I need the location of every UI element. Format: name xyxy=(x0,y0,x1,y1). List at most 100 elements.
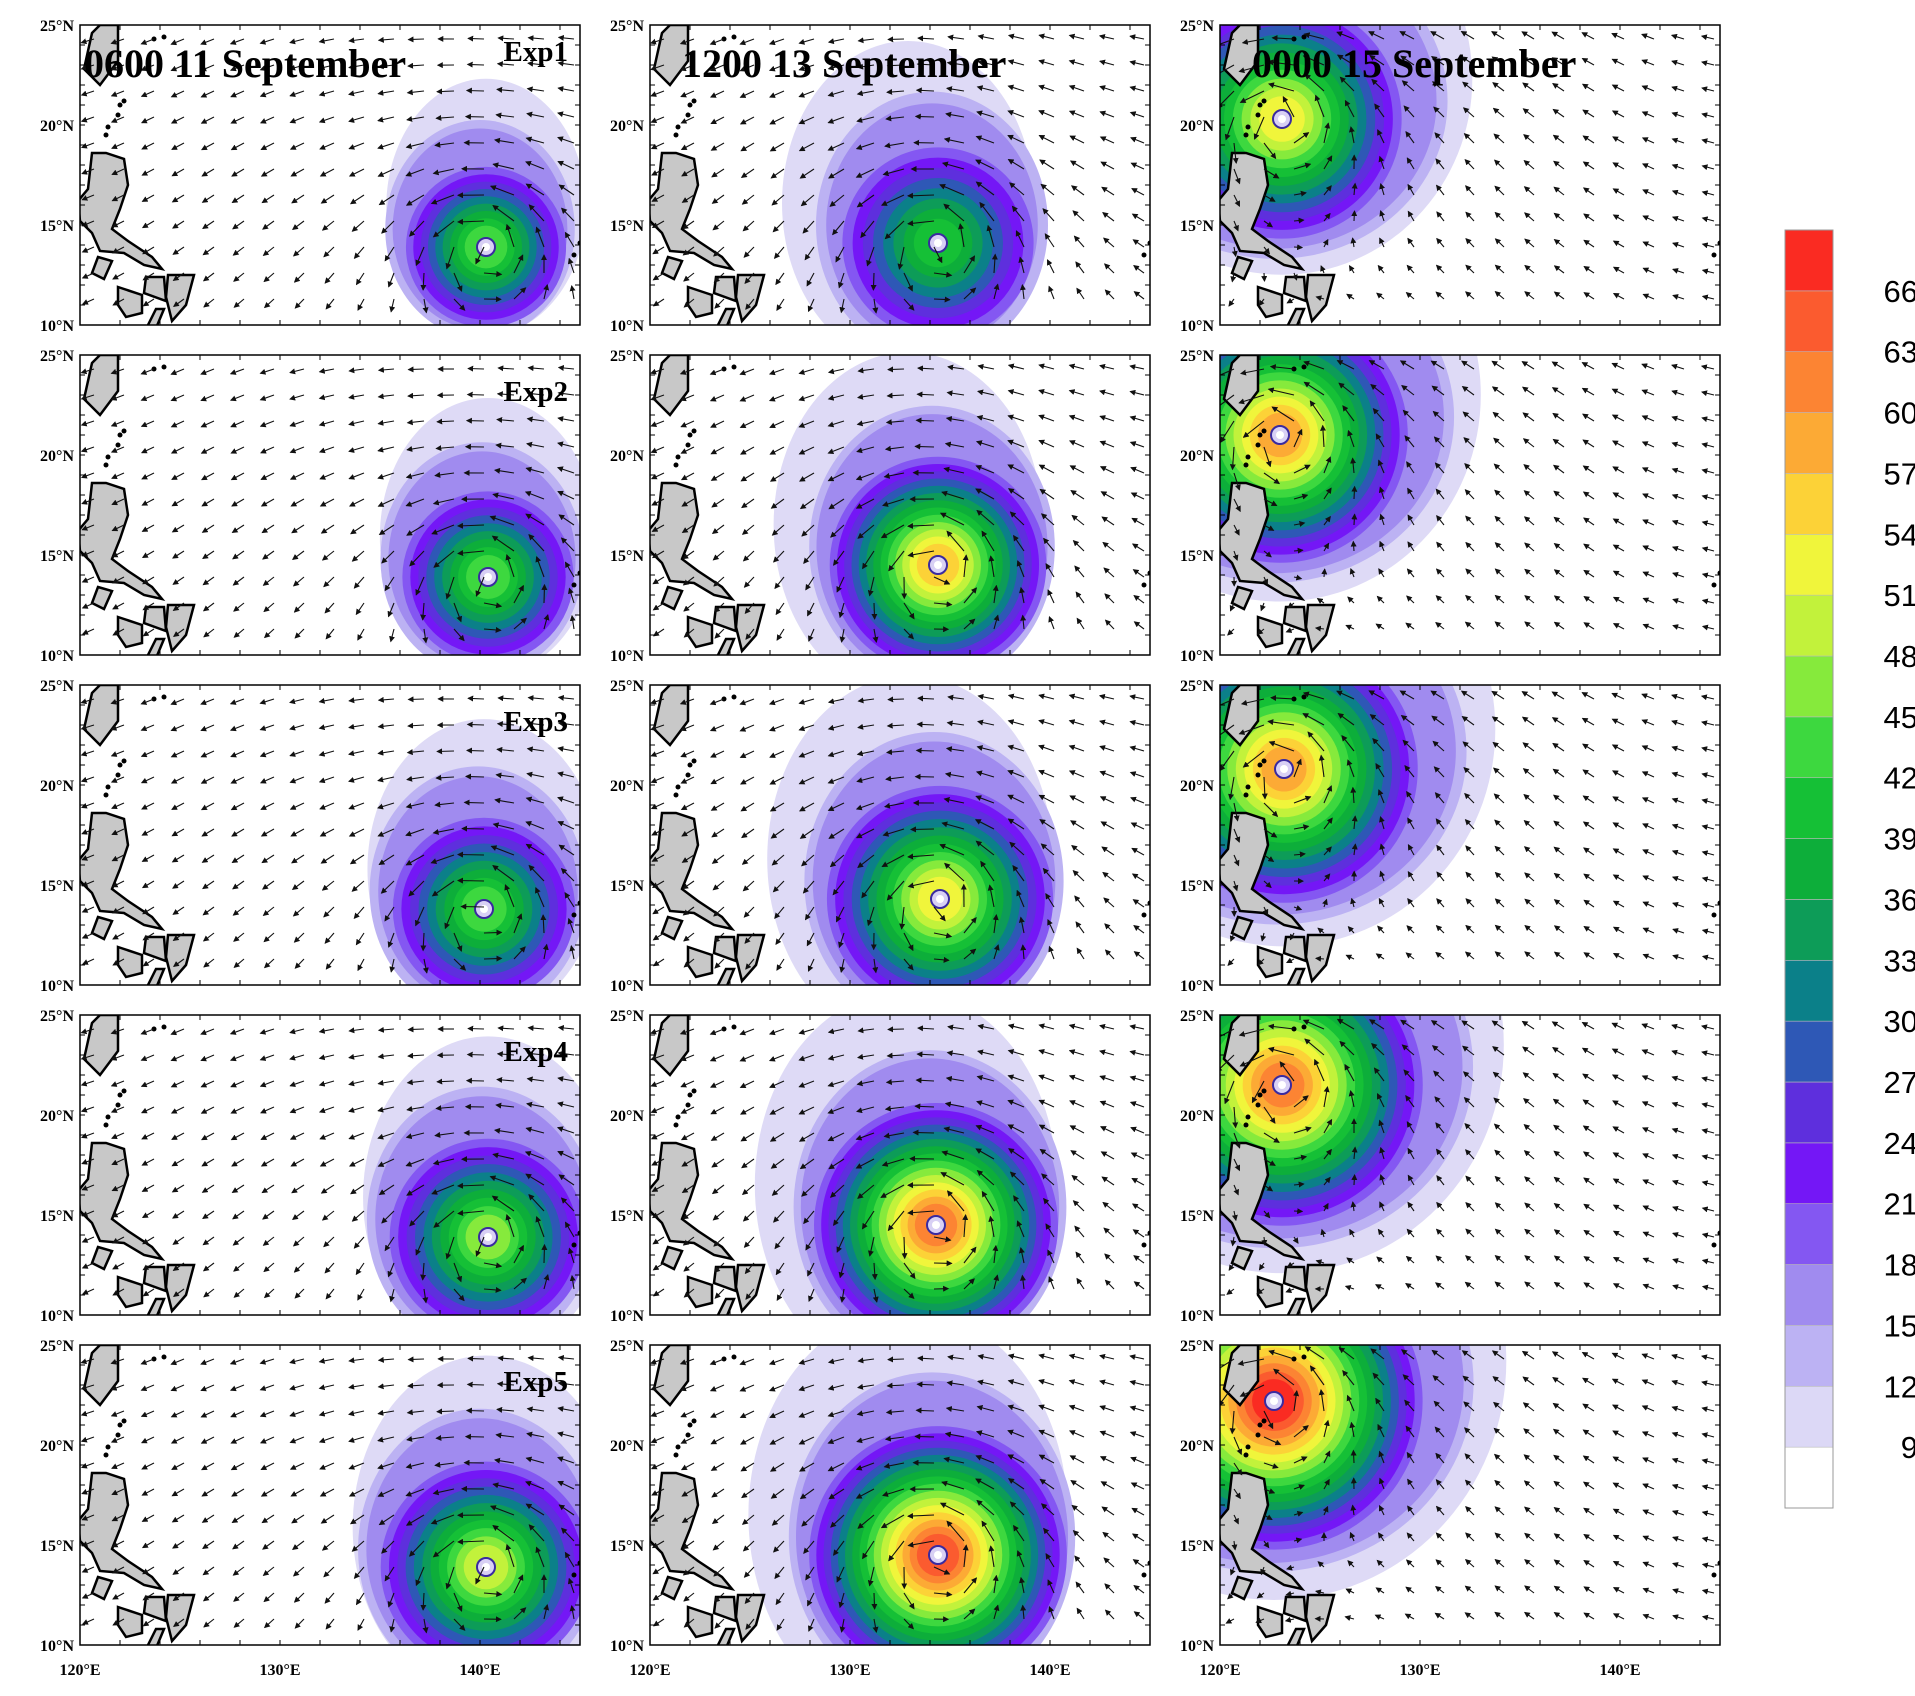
wind-vector xyxy=(229,64,245,72)
wind-vector xyxy=(230,142,245,151)
wind-vector xyxy=(1351,513,1358,526)
wind-vector xyxy=(681,194,695,203)
wind-vector xyxy=(650,38,665,45)
lat-tick-label: 15°N xyxy=(610,1538,644,1555)
wind-vector xyxy=(172,220,185,229)
wind-vector xyxy=(712,220,725,231)
land-luzon xyxy=(650,151,736,272)
wind-vector xyxy=(557,160,575,170)
wind-vector xyxy=(526,86,545,93)
lat-tick-label: 10°N xyxy=(1180,978,1214,995)
wind-vector xyxy=(1641,33,1655,40)
wind-vector xyxy=(80,64,95,71)
wind-vector xyxy=(1350,1449,1357,1464)
islet xyxy=(673,1122,679,1128)
islet xyxy=(687,102,693,108)
islet xyxy=(687,432,693,438)
wind-vector xyxy=(497,35,515,42)
wind-vector xyxy=(798,90,815,98)
wind-vector xyxy=(1491,56,1505,66)
wind-vector xyxy=(1070,185,1085,196)
wind-vector xyxy=(319,142,335,150)
lat-tick-label: 20°N xyxy=(1180,1438,1214,1455)
lat-tick-label: 25°N xyxy=(1180,678,1214,695)
lat-tick-label: 15°N xyxy=(1180,1538,1214,1555)
wind-vector xyxy=(325,298,335,310)
wind-vector xyxy=(381,220,395,234)
islet xyxy=(121,428,127,434)
islet xyxy=(818,333,823,338)
panel-r5-c1: 25°N 20°N 15°N 10°N Exp5 120°E 130°E 140°E xyxy=(40,1338,581,1679)
wind-vector xyxy=(541,583,548,604)
wind-vector xyxy=(871,1592,878,1610)
wind-vector xyxy=(140,116,155,124)
wind-vector xyxy=(1103,237,1115,248)
lat-tick-label: 25°N xyxy=(610,1338,644,1355)
islet xyxy=(685,1102,691,1108)
wind-vector xyxy=(683,298,695,308)
islet xyxy=(691,98,697,104)
wind-vector xyxy=(445,246,455,270)
wind-vector xyxy=(799,168,815,179)
islet xyxy=(1141,1242,1147,1248)
lon-tick-label: 120°E xyxy=(59,1662,100,1679)
wind-vector xyxy=(1069,160,1085,170)
lon-tick-label: 140°E xyxy=(1029,1662,1070,1679)
wind-vector xyxy=(324,272,335,284)
lat-tick-label: 15°N xyxy=(610,1208,644,1225)
wind-vector xyxy=(460,903,485,910)
wind-vector xyxy=(1007,134,1025,144)
wind-vector xyxy=(81,246,95,253)
wind-vector xyxy=(201,168,215,177)
wind-vector xyxy=(263,298,275,309)
wind-vector xyxy=(975,181,995,196)
colorbar-label: 66 xyxy=(1884,274,1915,309)
islet xyxy=(1255,442,1261,448)
wind-vector xyxy=(650,64,665,71)
panel-r5-c2: 25°N 20°N 15°N 10°N 120°E 130°E 140°E xyxy=(610,1338,1151,1679)
islet xyxy=(1255,772,1261,778)
wind-vector xyxy=(202,272,215,282)
wind-vector xyxy=(880,194,905,206)
wind-vector xyxy=(483,929,503,936)
wind-vector xyxy=(828,168,845,179)
wind-vector xyxy=(318,116,335,124)
storm-eye-center xyxy=(484,1233,492,1241)
wind-vector xyxy=(683,272,695,282)
islet xyxy=(1141,582,1147,588)
islet xyxy=(1141,1572,1147,1578)
land-island xyxy=(90,255,114,281)
wind-vector xyxy=(110,90,125,97)
wind-vector xyxy=(291,194,305,204)
wind-vector xyxy=(170,116,185,124)
islet xyxy=(1245,784,1251,790)
wind-vector xyxy=(513,254,524,274)
islet xyxy=(731,1354,737,1360)
wind-vector xyxy=(776,298,785,311)
wind-vector xyxy=(651,220,665,228)
lat-tick-label: 10°N xyxy=(40,318,74,335)
islet xyxy=(1245,124,1251,130)
wind-vector xyxy=(680,116,695,124)
islet xyxy=(105,454,111,460)
wind-vector xyxy=(939,184,965,196)
wind-vector xyxy=(679,38,695,45)
wind-vector xyxy=(947,34,965,41)
wind-vector xyxy=(1068,33,1085,40)
wind-vector xyxy=(262,246,275,257)
wind-vector xyxy=(798,142,815,152)
wind-vector xyxy=(323,246,335,258)
wind-vector xyxy=(1133,291,1145,300)
wind-vector xyxy=(467,35,485,42)
colorbar-swatch xyxy=(1784,412,1834,474)
land-island xyxy=(1256,285,1284,319)
wind-vector xyxy=(259,38,275,45)
wind-vector xyxy=(1133,265,1145,274)
islet xyxy=(1141,252,1147,258)
wind-vector xyxy=(1015,230,1025,248)
wind-vector xyxy=(262,220,275,230)
wind-vector xyxy=(856,90,875,97)
islet xyxy=(675,124,681,130)
wind-vector xyxy=(407,1026,425,1033)
wind-vector xyxy=(377,116,395,123)
